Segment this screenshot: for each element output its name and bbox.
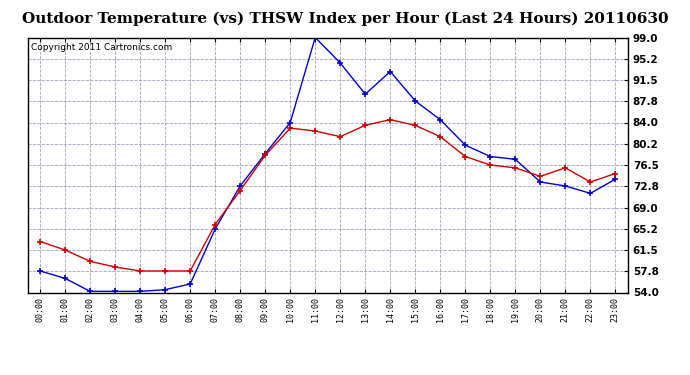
Text: Copyright 2011 Cartronics.com: Copyright 2011 Cartronics.com bbox=[30, 43, 172, 52]
Text: Outdoor Temperature (vs) THSW Index per Hour (Last 24 Hours) 20110630: Outdoor Temperature (vs) THSW Index per … bbox=[21, 11, 669, 26]
